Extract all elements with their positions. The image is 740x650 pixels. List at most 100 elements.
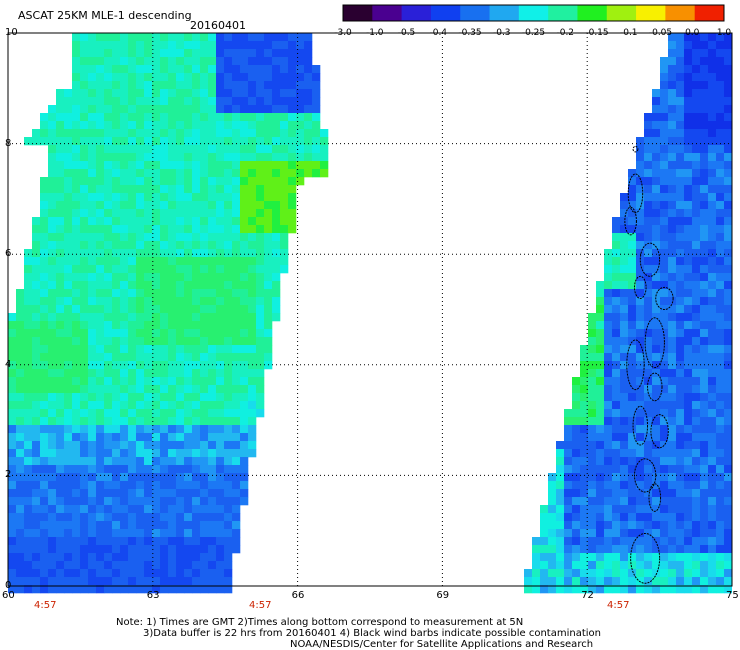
heatmap-cell	[160, 465, 169, 474]
heatmap-cell	[64, 161, 73, 170]
heatmap-cell	[80, 465, 89, 474]
heatmap-cell	[104, 513, 113, 522]
heatmap-cell	[224, 529, 233, 538]
heatmap-cell	[676, 377, 685, 386]
heatmap-cell	[104, 81, 113, 90]
heatmap-cell	[152, 433, 161, 442]
heatmap-cell	[112, 265, 121, 274]
heatmap-cell	[580, 369, 589, 378]
heatmap-cell	[96, 497, 105, 506]
heatmap-cell	[548, 489, 557, 498]
heatmap-cell	[216, 449, 225, 458]
heatmap-cell	[596, 321, 605, 330]
heatmap-cell	[184, 489, 193, 498]
heatmap-cell	[304, 121, 313, 130]
heatmap-cell	[708, 393, 717, 402]
heatmap-cell	[160, 425, 169, 434]
heatmap-cell	[120, 81, 129, 90]
heatmap-cell	[224, 201, 233, 210]
heatmap-cell	[684, 193, 693, 202]
heatmap-cell	[144, 313, 153, 322]
heatmap-cell	[540, 545, 549, 554]
heatmap-cell	[240, 433, 249, 442]
heatmap-cell	[40, 529, 49, 538]
heatmap-cell	[112, 497, 121, 506]
heatmap-cell	[716, 33, 725, 42]
heatmap-cell	[200, 97, 209, 106]
heatmap-cell	[724, 313, 732, 322]
heatmap-cell	[564, 505, 573, 514]
heatmap-cell	[48, 569, 57, 578]
heatmap-cell	[80, 337, 89, 346]
heatmap-cell	[708, 137, 717, 146]
heatmap-cell	[224, 329, 233, 338]
heatmap-cell	[580, 577, 589, 586]
heatmap-cell	[684, 113, 693, 122]
heatmap-cell	[652, 529, 661, 538]
heatmap-cell	[64, 377, 73, 386]
heatmap-cell	[716, 169, 725, 178]
heatmap-cell	[40, 441, 49, 450]
heatmap-cell	[32, 553, 41, 562]
heatmap-cell	[104, 561, 113, 570]
heatmap-cell	[152, 577, 161, 586]
heatmap-cell	[200, 65, 209, 74]
heatmap-cell	[716, 585, 725, 594]
heatmap-cell	[64, 585, 73, 594]
heatmap-cell	[604, 321, 613, 330]
heatmap-cell	[248, 153, 257, 162]
heatmap-cell	[200, 505, 209, 514]
heatmap-cell	[660, 289, 669, 298]
heatmap-cell	[88, 329, 97, 338]
heatmap-cell	[176, 409, 185, 418]
heatmap-cell	[168, 521, 177, 530]
heatmap-cell	[628, 545, 637, 554]
heatmap-cell	[24, 497, 33, 506]
heatmap-cell	[684, 505, 693, 514]
heatmap-cell	[692, 81, 701, 90]
heatmap-cell	[652, 489, 661, 498]
heatmap-cell	[612, 537, 621, 546]
heatmap-cell	[652, 569, 661, 578]
heatmap-cell	[240, 177, 249, 186]
heatmap-cell	[716, 241, 725, 250]
heatmap-cell	[88, 385, 97, 394]
heatmap-cell	[248, 265, 257, 274]
heatmap-cell	[684, 177, 693, 186]
heatmap-cell	[708, 289, 717, 298]
heatmap-cell	[700, 137, 709, 146]
heatmap-cell	[620, 337, 629, 346]
island-outlines	[624, 145, 674, 584]
heatmap-cell	[16, 393, 25, 402]
heatmap-cell	[232, 457, 241, 466]
heatmap-cell	[700, 41, 709, 50]
x-tick-label: 66	[291, 590, 305, 601]
heatmap-cell	[208, 353, 217, 362]
heatmap-cell	[48, 521, 57, 530]
heatmap-cell	[280, 161, 289, 170]
heatmap-cell	[564, 489, 573, 498]
colorbar-segment	[460, 5, 491, 21]
heatmap-cell	[724, 585, 732, 594]
heatmap-cell	[176, 209, 185, 218]
heatmap-cell	[620, 377, 629, 386]
island-outline	[634, 458, 657, 493]
heatmap-cell	[684, 449, 693, 458]
heatmap-cell	[72, 401, 81, 410]
heatmap-cell	[72, 433, 81, 442]
heatmap-cell	[64, 497, 73, 506]
heatmap-cell	[168, 561, 177, 570]
heatmap-cell	[96, 337, 105, 346]
heatmap-cell	[16, 457, 25, 466]
heatmap-cell	[588, 337, 597, 346]
heatmap-cell	[96, 209, 105, 218]
heatmap-cell	[64, 273, 73, 282]
heatmap-cell	[208, 33, 217, 42]
heatmap-cell	[676, 121, 685, 130]
heatmap-cell	[80, 33, 89, 42]
heatmap-cell	[708, 129, 717, 138]
heatmap-cell	[216, 217, 225, 226]
heatmap-cell	[80, 97, 89, 106]
heatmap-cell	[644, 313, 653, 322]
heatmap-cell	[96, 401, 105, 410]
